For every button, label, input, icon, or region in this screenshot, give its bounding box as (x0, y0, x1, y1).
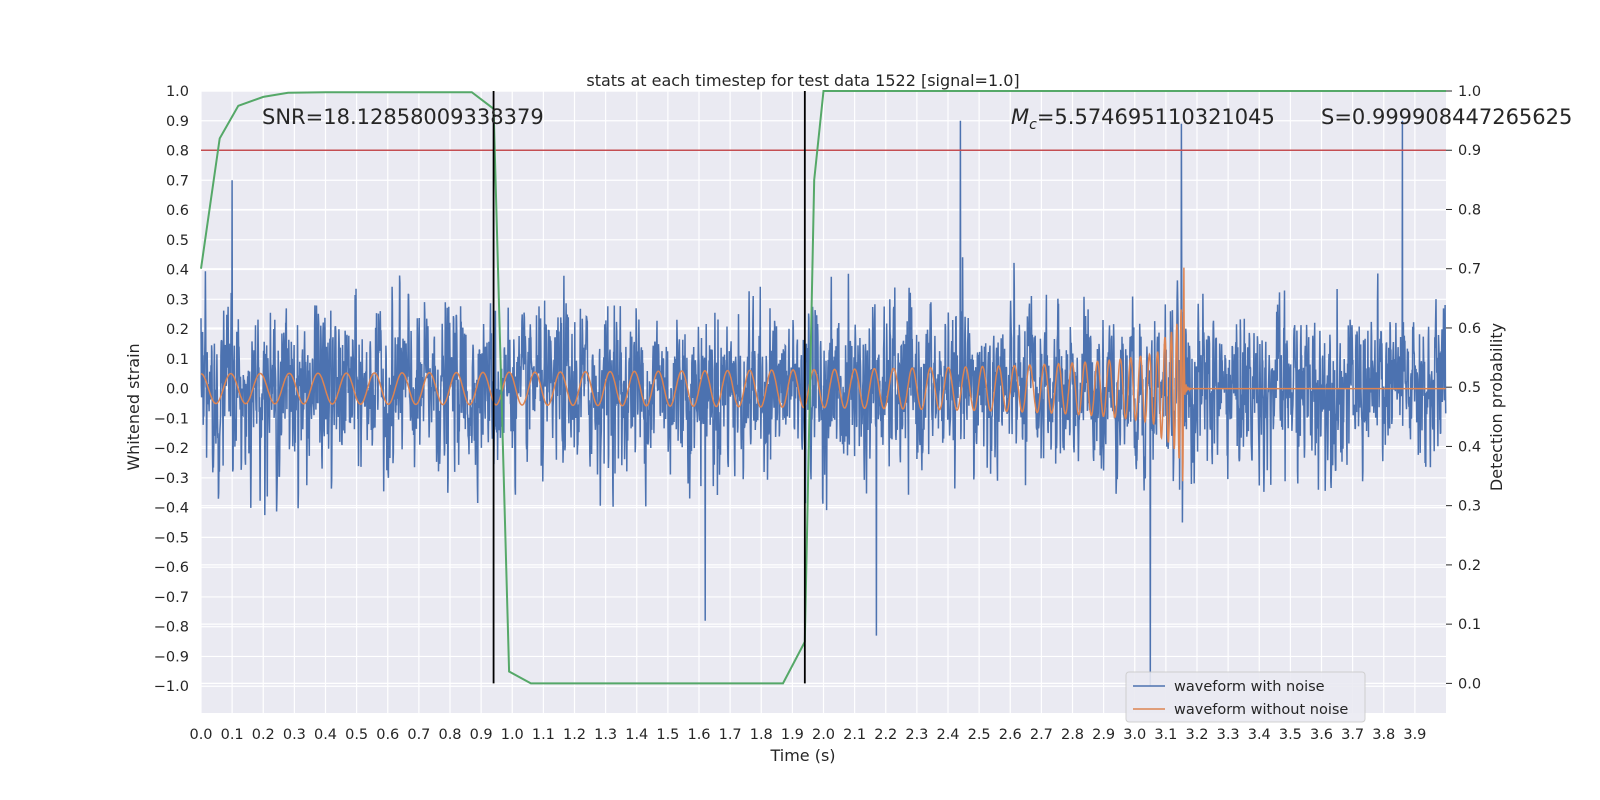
x-tick-label: 2.1 (843, 727, 866, 743)
x-axis-label: Time (s) (769, 746, 835, 765)
legend-box (1125, 671, 1366, 723)
y2-tick-label: 0.9 (1458, 143, 1481, 159)
y-tick-label: 0.9 (166, 114, 189, 130)
y2-tick-label: 0.1 (1458, 617, 1481, 633)
x-tick-label: 2.7 (1030, 727, 1053, 743)
x-tick-label: 1.1 (532, 727, 555, 743)
mc-value: =5.574695110321045 (1037, 105, 1275, 129)
x-tick-label: 3.0 (1123, 727, 1146, 743)
y-tick-label: −0.1 (154, 411, 189, 427)
x-tick-label: 3.5 (1279, 727, 1302, 743)
x-tick-label: 3.9 (1403, 727, 1426, 743)
y-tick-label: −1.0 (154, 679, 189, 695)
series-waveform-with-noise (200, 120, 1447, 687)
y-tick-label: 0.0 (166, 382, 189, 398)
y-tick-label: −0.5 (154, 530, 189, 546)
y-tick-label: −0.9 (154, 649, 189, 665)
y2-tick-label: 0.7 (1458, 262, 1481, 278)
legend: waveform with noise waveform without noi… (1125, 671, 1366, 723)
x-tick-label: 3.7 (1341, 727, 1364, 743)
s-annotation: S=0.999908447265625 (1321, 105, 1572, 129)
x-tick-label: 0.3 (283, 727, 306, 743)
y-tick-label: 0.1 (166, 352, 189, 368)
y-tick-label: 0.7 (166, 173, 189, 189)
x-tick-label: 2.9 (1092, 727, 1115, 743)
y-tick-label: 0.6 (166, 203, 189, 219)
x-tick-label: 0.1 (221, 727, 244, 743)
snr-annotation: SNR=18.12858009338379 (262, 105, 544, 129)
y-axis-label: Whitened strain (124, 343, 143, 470)
y2-tick-label: 0.2 (1458, 558, 1481, 574)
x-tick-label: 0.7 (407, 727, 430, 743)
x-tick-label: 2.3 (905, 727, 928, 743)
x-tick-label: 2.2 (874, 727, 897, 743)
y-tick-label: 0.3 (166, 292, 189, 308)
x-tick-label: 0.8 (438, 727, 461, 743)
x-tick-label: 0.9 (470, 727, 493, 743)
x-tick-label: 2.0 (812, 727, 835, 743)
x-tick-label: 2.8 (1061, 727, 1084, 743)
y-tick-label: 0.4 (166, 263, 189, 279)
x-tick-label: 3.1 (1154, 727, 1177, 743)
x-tick-label: 0.6 (376, 727, 399, 743)
x-tick-label: 3.8 (1372, 727, 1395, 743)
x-tick-label: 1.8 (750, 727, 773, 743)
y2-tick-label: 0.5 (1458, 380, 1481, 396)
y-tick-label: −0.3 (154, 471, 189, 487)
x-tick-label: 3.4 (1248, 727, 1271, 743)
y-tick-label: −0.6 (154, 560, 189, 576)
legend-label-clean: waveform without noise (1174, 702, 1348, 718)
x-tick-label: 2.5 (968, 727, 991, 743)
x-tick-label: 1.2 (563, 727, 586, 743)
series-detection-probability (200, 90, 1446, 685)
legend-label-noise: waveform with noise (1174, 679, 1325, 695)
y2-tick-label: 0.8 (1458, 202, 1481, 218)
mc-subscript: c (1029, 117, 1037, 133)
y2-tick-label: 0.6 (1458, 321, 1481, 337)
y-tick-label: 1.0 (166, 84, 189, 100)
y2-tick-label: 0.4 (1458, 439, 1481, 455)
x-tick-label: 1.6 (687, 727, 710, 743)
y-tick-label: 0.2 (166, 322, 189, 338)
y-tick-label: −0.8 (154, 620, 189, 636)
x-tick-label: 0.2 (252, 727, 275, 743)
y2-axis-label: Detection probability (1487, 323, 1506, 491)
x-tick-label: 0.4 (314, 727, 337, 743)
x-tick-label: 1.9 (781, 727, 804, 743)
x-ticks: 0.0 0.1 0.2 0.3 0.4 0.5 0.6 0.7 0.8 0.9 1.0 1.1 1.2 1… (189, 727, 1426, 743)
y-tick-label: 0.8 (166, 144, 189, 160)
x-tick-label: 3.3 (1217, 727, 1240, 743)
plot-area (200, 90, 1452, 713)
series-waveform-without-noise (200, 267, 1446, 482)
x-tick-label: 2.6 (999, 727, 1022, 743)
y-tick-label: 0.5 (166, 233, 189, 249)
y-tick-label: −0.2 (154, 441, 189, 457)
x-tick-label: 1.4 (625, 727, 648, 743)
y2-tick-label: 0.0 (1458, 676, 1481, 692)
y-tick-label: −0.7 (154, 590, 189, 606)
mc-symbol: M (1011, 105, 1029, 129)
x-tick-label: 2.4 (936, 727, 959, 743)
x-tick-label: 1.3 (594, 727, 617, 743)
chart-title: stats at each timestep for test data 152… (586, 71, 1019, 90)
x-tick-label: 1.5 (656, 727, 679, 743)
x-tick-label: 1.7 (719, 727, 742, 743)
x-tick-label: 0.5 (345, 727, 368, 743)
y2-ticks: 1.0 0.9 0.8 0.7 0.6 0.5 0.4 0.3 0.2 0.1 0.0 (1458, 84, 1481, 692)
y-tick-label: −0.4 (154, 501, 189, 517)
x-tick-label: 0.0 (189, 727, 212, 743)
x-tick-label: 3.2 (1185, 727, 1208, 743)
x-tick-label: 1.0 (501, 727, 524, 743)
y2-tick-label: 1.0 (1458, 84, 1481, 100)
y-ticks: 1.0 0.9 0.8 0.7 0.6 0.5 0.4 0.3 0.2 0.1 0.0 −0.1 −0.… (154, 84, 189, 695)
mc-annotation: Mc=5.574695110321045 (1011, 105, 1275, 133)
y2-tick-label: 0.3 (1458, 499, 1481, 515)
x-tick-label: 3.6 (1310, 727, 1333, 743)
